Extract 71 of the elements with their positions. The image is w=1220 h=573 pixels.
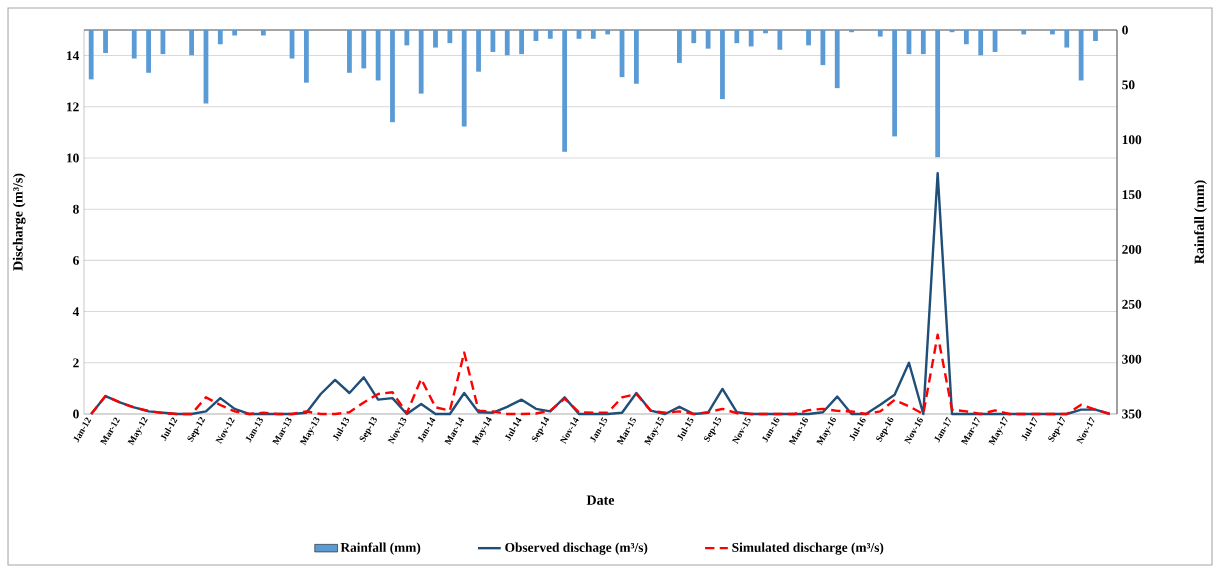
bar bbox=[935, 30, 941, 158]
y2-tick-label: 100 bbox=[1122, 135, 1142, 145]
bar bbox=[447, 30, 453, 44]
bar bbox=[562, 30, 568, 152]
bar bbox=[734, 30, 740, 44]
bar bbox=[633, 30, 639, 84]
x-axis-title: Date bbox=[586, 495, 615, 505]
bar bbox=[103, 30, 108, 54]
bar bbox=[347, 30, 352, 73]
y-axis-title: Discharge (m³/s) bbox=[12, 173, 26, 271]
legend-label: Observed dischage (m³/s) bbox=[505, 542, 648, 555]
bar bbox=[418, 30, 424, 94]
y2-tick-label: 350 bbox=[1122, 409, 1142, 419]
bar bbox=[1064, 30, 1070, 48]
bar bbox=[260, 30, 266, 36]
bar bbox=[476, 30, 481, 72]
bar bbox=[1078, 30, 1084, 81]
bar bbox=[978, 30, 984, 56]
bar bbox=[748, 30, 754, 47]
legend-label: Rainfall (mm) bbox=[340, 542, 421, 555]
bar bbox=[433, 30, 438, 48]
y-tick-label: 2 bbox=[73, 358, 79, 368]
bar bbox=[390, 30, 395, 123]
bar bbox=[1093, 30, 1098, 41]
bar bbox=[892, 30, 898, 137]
bar bbox=[806, 30, 811, 46]
bar bbox=[88, 30, 94, 80]
bar bbox=[963, 30, 969, 45]
bar bbox=[303, 30, 309, 83]
y-tick-label: 4 bbox=[72, 307, 80, 316]
y2-tick-label: 0 bbox=[1122, 25, 1128, 35]
bar bbox=[361, 30, 367, 69]
y-tick-label: 14 bbox=[67, 51, 80, 60]
y-tick-label: 10 bbox=[67, 153, 79, 163]
bar bbox=[705, 30, 711, 49]
y-tick-label: 8 bbox=[73, 204, 79, 214]
bar bbox=[820, 30, 826, 66]
bar bbox=[519, 30, 524, 55]
y2-tick-label: 250 bbox=[1122, 299, 1142, 309]
bar bbox=[720, 30, 725, 100]
bar bbox=[834, 30, 840, 89]
bar bbox=[849, 30, 854, 33]
bar bbox=[189, 30, 195, 56]
bar bbox=[1050, 30, 1055, 35]
bar bbox=[146, 30, 151, 73]
bar bbox=[877, 30, 883, 37]
bar bbox=[777, 30, 783, 50]
legend-label: Simulated discharge (m³/s) bbox=[732, 542, 884, 555]
bar bbox=[590, 30, 596, 39]
y2-tick-label: 50 bbox=[1122, 80, 1135, 90]
y-tick-label: 6 bbox=[73, 255, 79, 265]
bar bbox=[375, 30, 381, 81]
y2-tick-label: 200 bbox=[1122, 244, 1142, 254]
y-tick-label: 12 bbox=[67, 102, 79, 112]
y2-tick-label: 300 bbox=[1122, 354, 1142, 364]
bar bbox=[131, 30, 137, 59]
bar bbox=[1021, 30, 1027, 35]
y2-tick-label: 150 bbox=[1122, 190, 1142, 200]
bar bbox=[217, 30, 223, 45]
bar bbox=[461, 30, 467, 127]
y-tick-label: 0 bbox=[73, 409, 79, 419]
bar bbox=[404, 30, 410, 46]
bar bbox=[232, 30, 238, 36]
bar bbox=[547, 30, 553, 39]
bar bbox=[677, 30, 682, 63]
bar bbox=[763, 30, 768, 34]
y2-axis-title: Rainfall (mm) bbox=[1194, 180, 1207, 264]
bar bbox=[605, 30, 611, 35]
bar bbox=[920, 30, 926, 55]
bar bbox=[504, 30, 510, 56]
bar bbox=[691, 30, 697, 44]
